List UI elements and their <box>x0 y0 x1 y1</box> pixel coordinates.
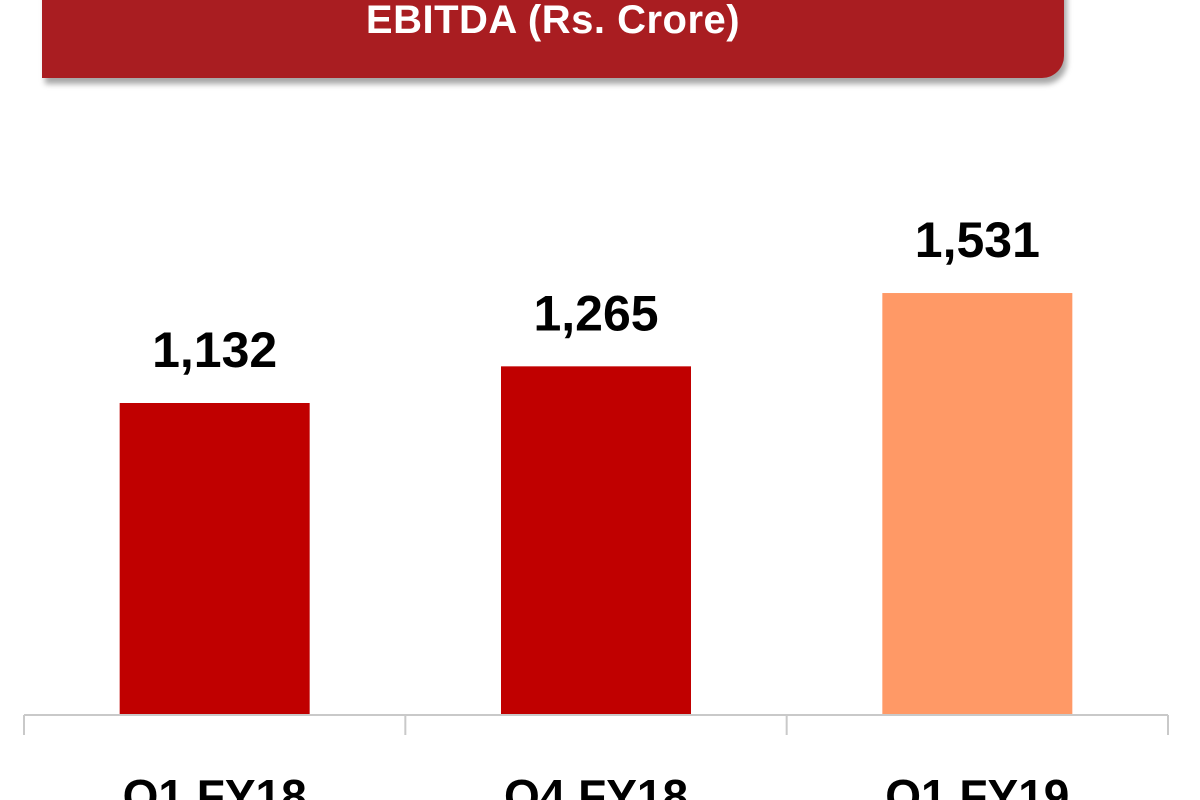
data-label: 1,132 <box>152 322 277 378</box>
bar-q4-fy18 <box>501 366 691 715</box>
x-tick-label: Q1 FY19 <box>885 770 1069 800</box>
x-tick-label: Q4 FY18 <box>504 770 688 800</box>
data-label: 1,531 <box>915 212 1040 268</box>
chart-title: EBITDA (Rs. Crore) <box>365 0 741 42</box>
data-label: 1,265 <box>533 285 658 341</box>
chart-title-banner: EBITDA (Rs. Crore) <box>42 0 1064 78</box>
bar-q1-fy18 <box>119 403 310 715</box>
x-tick-label: Q1 FY18 <box>123 770 307 800</box>
bar-q1-fy19 <box>882 293 1073 715</box>
